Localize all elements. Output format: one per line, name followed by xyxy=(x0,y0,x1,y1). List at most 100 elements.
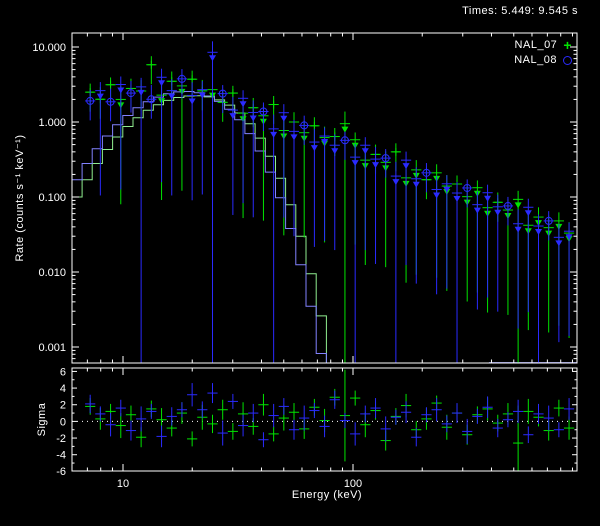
spectrum-point-nal_08 xyxy=(411,167,422,284)
spectrum-point-nal_08 xyxy=(563,222,575,337)
residual-point-nal_08 xyxy=(431,398,442,422)
down-arrow-icon xyxy=(117,87,125,94)
spectrum-point-nal_08 xyxy=(390,161,401,363)
residual-point-nal_08 xyxy=(187,383,198,407)
residual-point-nal_08 xyxy=(248,403,259,423)
legend-label-nal07: NAL_07 xyxy=(514,39,558,51)
residual-point-nal_08 xyxy=(502,412,514,428)
sigma-tick-label: 6 xyxy=(60,366,66,378)
spectrum-point-nal_08 xyxy=(95,82,106,196)
spectrum-point-nal_08 xyxy=(513,209,524,329)
spectrum-point-nal_08 xyxy=(176,69,188,99)
circle-marker-icon xyxy=(86,96,95,105)
residual-point-nal_08 xyxy=(411,428,422,447)
residual-panel-data xyxy=(72,369,577,471)
spectrum-point-nal_08 xyxy=(543,211,554,241)
spectrum-point-nal_08 xyxy=(237,90,249,204)
spectrum-point-nal_08 xyxy=(380,149,391,178)
residual-point-nal_08 xyxy=(533,403,544,424)
spectrum-point-nal_08 xyxy=(136,77,147,363)
spectrum-point-nal_07 xyxy=(268,95,279,124)
residual-point-nal_08 xyxy=(136,406,147,432)
down-arrow-icon xyxy=(168,93,176,100)
residual-point-nal_07 xyxy=(268,426,279,442)
residual-point-nal_08 xyxy=(441,415,452,433)
spectrum-point-nal_08 xyxy=(360,137,371,251)
legend: NAL_07 + NAL_08 xyxy=(514,37,572,66)
sigma-tick-label: 0 xyxy=(60,416,66,428)
spectrum-point-nal_07 xyxy=(339,111,351,363)
y-tick-label: 10.000 xyxy=(32,42,66,54)
down-arrow-icon xyxy=(341,126,349,133)
residual-point-nal_08 xyxy=(197,401,208,419)
residual-point-nal_08 xyxy=(563,398,575,420)
down-arrow-icon xyxy=(229,113,237,120)
residual-point-nal_08 xyxy=(309,403,320,419)
spectrum-point-nal_08 xyxy=(146,84,157,119)
residual-point-nal_08 xyxy=(380,416,391,442)
sigma-tick-label: 2 xyxy=(60,400,66,412)
residual-point-nal_08 xyxy=(370,398,381,419)
spectrum-point-nal_08 xyxy=(309,128,320,247)
top-panel-data xyxy=(72,41,577,363)
sigma-tick-label: -4 xyxy=(56,450,66,462)
spectrum-point-nal_08 xyxy=(462,179,473,208)
plot-title: Times: 5.449: 9.545 s xyxy=(462,5,578,17)
residual-point-nal_08 xyxy=(513,399,524,424)
circle-marker-icon xyxy=(300,121,309,130)
model-step-nal_07 xyxy=(72,95,327,363)
down-arrow-icon xyxy=(514,226,522,233)
residual-point-nal_08 xyxy=(543,405,554,431)
spectrum-point-nal_08 xyxy=(299,115,310,145)
plus-marker-icon: + xyxy=(563,37,572,53)
residual-point-nal_07 xyxy=(258,393,269,416)
residual-point-nal_08 xyxy=(319,415,330,438)
residual-point-nal_08 xyxy=(207,383,218,404)
down-arrow-icon xyxy=(249,115,257,122)
spectrum-point-nal_08 xyxy=(319,127,330,241)
y-tick-label: 1.000 xyxy=(38,117,66,129)
residual-point-nal_08 xyxy=(492,418,503,438)
down-arrow-icon xyxy=(402,163,410,170)
spectrum-point-nal_08 xyxy=(217,85,228,114)
down-arrow-icon xyxy=(188,98,196,105)
legend-label-nal08: NAL_08 xyxy=(514,54,557,66)
residual-point-nal_08 xyxy=(166,407,177,426)
residual-point-nal_07 xyxy=(288,403,300,422)
residual-point-nal_08 xyxy=(288,419,300,440)
residual-point-nal_08 xyxy=(95,406,106,422)
residual-axis-label: Sigma xyxy=(36,402,48,437)
x-axis-label: Energy (keV) xyxy=(291,489,363,501)
down-arrow-icon xyxy=(270,131,278,138)
residual-point-nal_08 xyxy=(176,402,188,418)
residual-panel-frame xyxy=(71,367,578,472)
residual-point-nal_08 xyxy=(472,408,483,424)
residual-point-nal_08 xyxy=(115,399,126,417)
down-arrow-icon xyxy=(524,210,532,217)
top-panel-frame xyxy=(71,32,578,364)
down-arrow-icon xyxy=(198,92,206,99)
spectrum-point-nal_08 xyxy=(400,151,412,265)
circle-marker-icon xyxy=(259,107,268,116)
y-tick-label: 0.001 xyxy=(38,342,66,354)
down-arrow-icon xyxy=(331,148,339,155)
spectrum-point-nal_08 xyxy=(166,79,177,196)
down-arrow-icon xyxy=(290,134,298,141)
spectrum-point-nal_08 xyxy=(268,114,279,363)
axis-ticks xyxy=(72,33,577,472)
spectrum-point-nal_08 xyxy=(187,82,198,201)
residual-point-nal_08 xyxy=(258,432,269,448)
spectrum-point-nal_08 xyxy=(125,80,137,113)
residual-point-nal_08 xyxy=(237,414,249,437)
spectrum-point-nal_08 xyxy=(248,100,259,218)
circle-marker-icon xyxy=(381,154,390,163)
sigma-tick-label: -2 xyxy=(56,433,66,445)
residual-point-nal_08 xyxy=(85,394,96,414)
circle-marker-icon xyxy=(147,95,156,104)
residual-point-nal_07 xyxy=(563,416,575,440)
down-arrow-icon xyxy=(443,186,451,193)
residual-point-nal_08 xyxy=(451,403,463,424)
residual-point-nal_08 xyxy=(156,425,167,448)
down-arrow-icon xyxy=(137,89,145,96)
down-arrow-icon xyxy=(555,240,563,247)
